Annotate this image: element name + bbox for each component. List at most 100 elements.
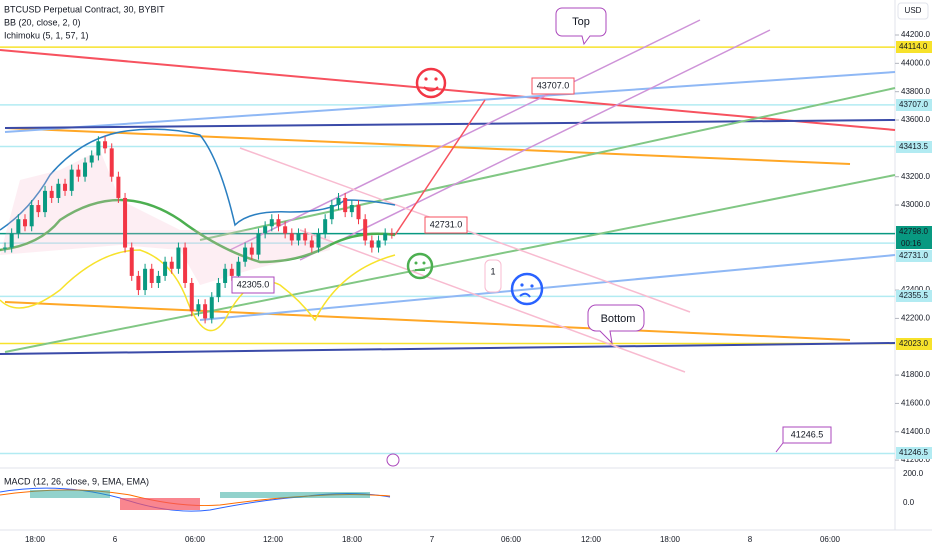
candle: [136, 275, 141, 291]
annotation: 42305.0: [237, 279, 270, 289]
price-tag: [896, 338, 932, 350]
candle: [89, 155, 94, 163]
price-tag-label: 42798.0: [899, 227, 928, 236]
y-tick-label: 43800.0: [901, 87, 930, 96]
y-tick-label: 41600.0: [901, 399, 930, 408]
candle: [43, 190, 48, 213]
countdown-tag: [896, 238, 932, 249]
candle: [149, 268, 154, 283]
candle: [163, 261, 168, 276]
callout: [587, 304, 645, 345]
candle: [329, 205, 334, 220]
macd-histogram: [120, 498, 200, 510]
candle: [356, 205, 361, 220]
annotation: Bottom: [601, 313, 636, 325]
x-tick-label: 18:00: [25, 535, 46, 544]
x-tick-label: 18:00: [342, 535, 363, 544]
trend-line: [199, 254, 896, 321]
price-note: [531, 77, 575, 95]
candle: [29, 205, 34, 227]
candle: [349, 205, 354, 213]
y-tick-label: 42400.0: [901, 285, 930, 294]
candle: [249, 247, 254, 255]
currency: USD: [905, 6, 922, 15]
y-tick-label: 43200.0: [901, 172, 930, 181]
price-tag-label: 44114.0: [899, 42, 928, 51]
y-tick-label: 44200.0: [901, 30, 930, 39]
candle: [109, 148, 114, 177]
candle: [189, 282, 194, 312]
y-tick-label: 41200.0: [901, 455, 930, 464]
price-tag: [896, 290, 932, 302]
candle: [276, 219, 281, 227]
candle: [183, 247, 188, 283]
candle: [63, 183, 68, 191]
candle: [383, 233, 388, 241]
candle: [369, 240, 374, 248]
x-tick-label: 18:00: [660, 535, 681, 544]
candle: [156, 275, 161, 283]
candle: [229, 268, 234, 276]
bb-basis: [0, 198, 396, 264]
annotation: 43707.0: [537, 80, 570, 90]
price-tag: [896, 41, 932, 53]
x-tick-label: 8: [748, 535, 753, 544]
y-tick-label: 43600.0: [901, 115, 930, 124]
candle: [303, 233, 308, 241]
neutral-icon: [406, 252, 434, 280]
y-tick-label: 41400.0: [901, 427, 930, 436]
x-tick-label: 06:00: [185, 535, 206, 544]
trend-line: [0, 342, 896, 355]
macd-label: MACD (12, 26, close, 9, EMA, EMA): [4, 476, 149, 486]
price-tag: [896, 447, 932, 459]
candle: [36, 205, 41, 213]
candle: [216, 282, 221, 298]
trend-line: [4, 301, 851, 341]
candle: [269, 219, 274, 227]
price-tag-label: 43413.5: [899, 142, 928, 151]
y-tick-label: 42200.0: [901, 314, 930, 323]
symbol-title: BTCUSD Perpetual Contract, 30, BYBIT: [4, 4, 165, 14]
trend-line: [0, 49, 896, 131]
trend-line: [4, 71, 896, 133]
price-axis: 44200.0 44000.0 43800.0 43600.0 43200.0 43000…: [895, 30, 932, 464]
x-tick-label: 06:00: [820, 535, 841, 544]
candle: [3, 247, 7, 249]
candle: [76, 169, 81, 177]
trend-line: [199, 87, 896, 241]
cloud: [0, 150, 330, 285]
price-note: [231, 276, 275, 294]
candle: [389, 233, 394, 235]
candle: [309, 240, 314, 248]
candle: [336, 197, 341, 206]
time-axis: 18:00 6 06:00 12:00 18:00 7 06:00 12:00 18:00 8 06…: [25, 535, 841, 544]
indicator-label: Ichimoku (5, 1, 57, 1): [4, 30, 89, 40]
macd-histogram: [220, 492, 370, 498]
channel-line: [299, 229, 686, 373]
candle: [143, 268, 148, 291]
candle: [169, 261, 174, 269]
annotation: 42731.0: [430, 219, 463, 229]
candle: [9, 233, 14, 248]
candle: [296, 233, 301, 241]
annotation: 1: [490, 266, 495, 276]
arrow-line: [394, 99, 486, 236]
x-tick-label: 7: [430, 535, 435, 544]
price-tag: [896, 226, 932, 238]
candles: [3, 136, 394, 324]
candle: [83, 162, 88, 177]
currency-box[interactable]: [897, 2, 929, 20]
candle: [209, 297, 214, 319]
channel-line: [299, 29, 771, 261]
callout: [555, 7, 607, 46]
price-tag: [896, 99, 932, 111]
candle: [176, 247, 181, 269]
price-tag: [896, 250, 932, 262]
confused-icon: [510, 272, 544, 306]
x-tick-label: 12:00: [263, 535, 284, 544]
annotation: Top: [572, 16, 590, 28]
note-box: [484, 259, 502, 293]
candle: [363, 219, 368, 241]
